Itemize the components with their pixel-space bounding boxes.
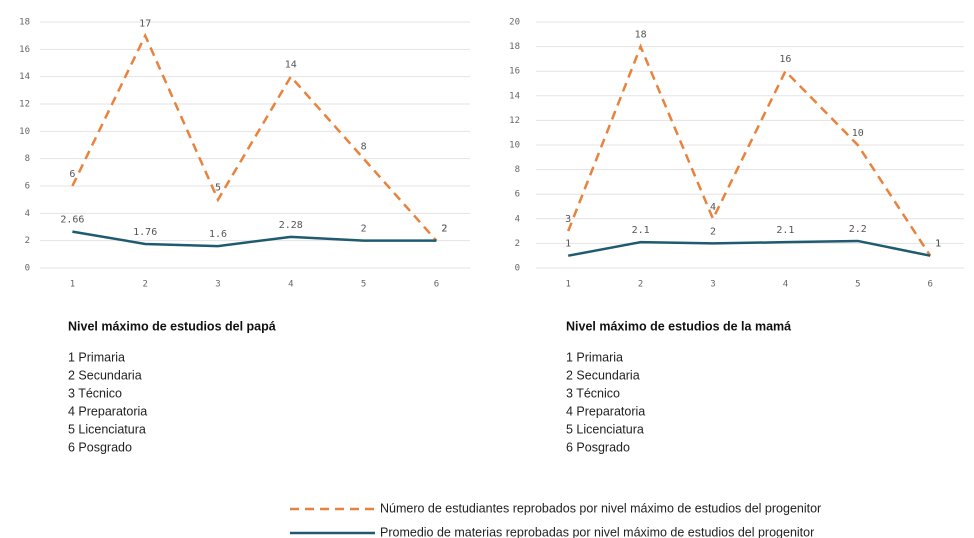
x-axis-label: Nivel máximo de estudios del papá [68,319,276,333]
data-label: 1.76 [133,227,157,238]
key-note: 6 Posgrado [566,440,630,454]
y-tick-label: 0 [515,264,520,274]
y-tick-label: 2 [515,239,520,249]
x-tick-label: 6 [434,280,439,290]
x-tick-label: 4 [288,280,293,290]
data-label: 2.28 [279,220,303,231]
y-tick-label: 8 [25,154,30,164]
key-note: 1 Primaria [566,350,623,364]
data-label: 2.1 [632,225,650,236]
y-tick-label: 6 [515,190,520,200]
x-tick-label: 1 [565,280,570,290]
y-tick-label: 12 [19,100,30,110]
legend-label: Promedio de materias reprobadas por nive… [380,525,814,538]
data-label: 14 [285,60,297,71]
y-tick-label: 16 [19,45,30,55]
key-note: 2 Secundaria [566,368,640,382]
data-label: 2 [361,224,367,235]
data-label: 2 [441,224,447,235]
y-tick-label: 4 [25,209,30,219]
data-label: 5 [215,183,221,194]
x-tick-label: 2 [638,280,643,290]
x-tick-label: 1 [70,280,75,290]
data-label: 18 [635,30,647,41]
y-tick-label: 10 [509,141,520,151]
key-note: 5 Licenciatura [68,422,146,436]
key-note: 6 Posgrado [68,440,132,454]
data-label: 2.1 [776,225,794,236]
key-note: 5 Licenciatura [566,422,644,436]
key-note: 4 Preparatoria [566,404,645,418]
data-label: 16 [779,54,791,65]
y-tick-label: 4 [515,214,520,224]
series-line [72,230,437,248]
x-tick-label: 6 [927,280,932,290]
y-tick-label: 20 [509,18,520,28]
series-line [567,43,932,257]
data-label: 17 [139,19,151,30]
data-label: 2.2 [849,224,867,235]
data-label: 1 [565,239,571,250]
data-label: 10 [852,128,864,139]
key-note: 3 Técnico [68,386,122,400]
key-note: 2 Secundaria [68,368,142,382]
x-tick-label: 5 [361,280,366,290]
x-axis-label: Nivel máximo de estudios de la mamá [566,319,791,333]
y-tick-label: 8 [515,165,520,175]
x-tick-label: 3 [215,280,220,290]
y-tick-label: 10 [19,127,30,137]
data-label: 6 [69,169,75,180]
data-label: 1.6 [209,229,227,240]
key-note: 4 Preparatoria [68,404,147,418]
data-label: 1 [935,239,941,250]
y-tick-label: 18 [509,42,520,52]
y-tick-label: 18 [19,18,30,28]
y-tick-label: 14 [509,91,520,101]
data-label: 2 [441,224,447,235]
data-label: 4 [710,202,716,213]
data-label: 2 [710,226,716,237]
y-tick-label: 6 [25,182,30,192]
x-tick-label: 3 [710,280,715,290]
data-label: 1 [935,239,941,250]
data-label: 2.66 [60,215,84,226]
x-tick-label: 5 [855,280,860,290]
legend-label: Número de estudiantes reprobados por niv… [380,501,821,515]
y-tick-label: 16 [509,67,520,77]
key-note: 3 Técnico [566,386,620,400]
y-tick-label: 12 [509,116,520,126]
y-tick-label: 14 [19,72,30,82]
key-note: 1 Primaria [68,350,125,364]
y-tick-label: 2 [25,236,30,246]
y-tick-label: 0 [25,264,30,274]
series-line [567,239,931,257]
x-tick-label: 2 [142,280,147,290]
series-line [71,32,438,242]
data-label: 3 [565,214,571,225]
x-tick-label: 4 [783,280,788,290]
data-label: 8 [361,142,367,153]
